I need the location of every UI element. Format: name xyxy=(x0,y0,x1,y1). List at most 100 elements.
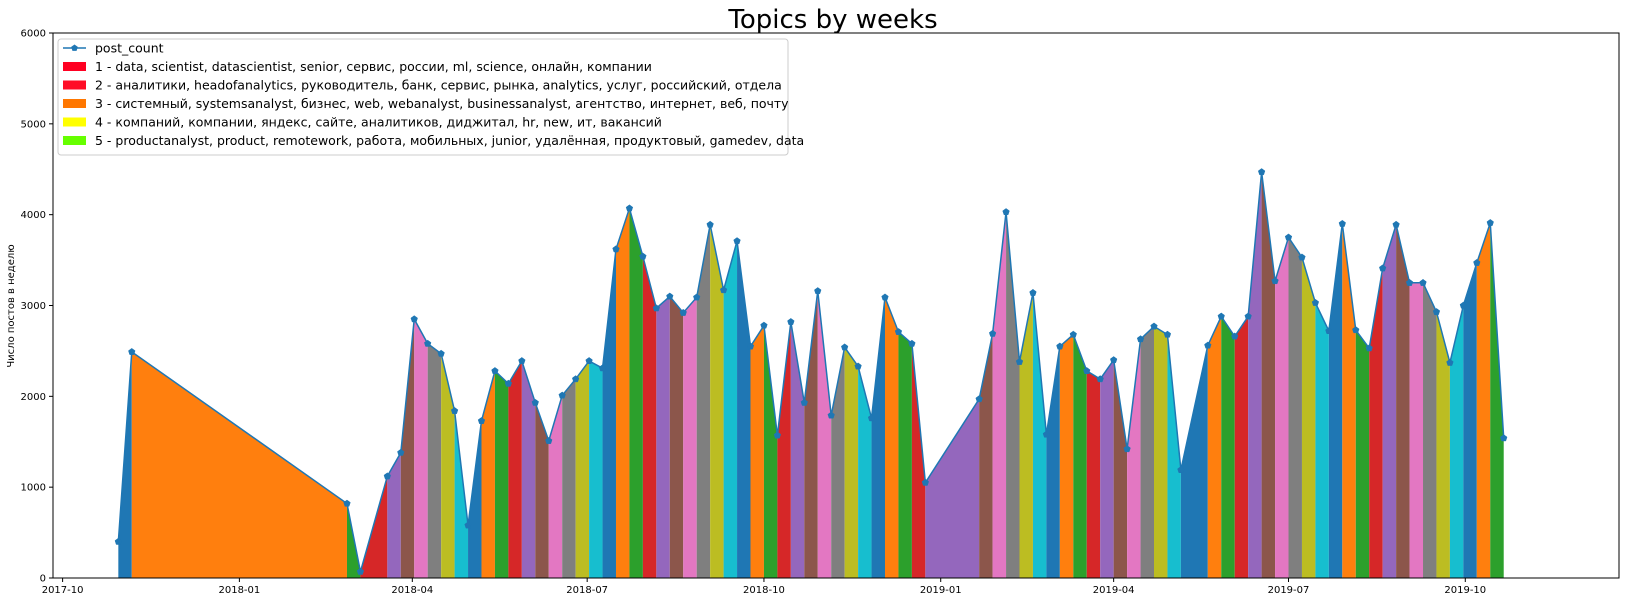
legend-swatch xyxy=(63,80,86,90)
topic-area-segment xyxy=(454,410,469,578)
legend-swatch xyxy=(63,136,86,145)
topic-area-segment xyxy=(884,297,899,578)
topic-area-segment xyxy=(777,321,791,578)
data-point xyxy=(477,417,486,424)
topic-area-segment xyxy=(1059,334,1074,578)
data-point xyxy=(585,357,593,364)
topic-area-segment xyxy=(508,360,522,578)
data-point xyxy=(773,431,782,439)
topic-area-segment xyxy=(804,290,818,578)
data-point xyxy=(1486,219,1494,226)
data-point xyxy=(1284,233,1293,241)
topic-area-segment xyxy=(979,333,993,578)
topic-area-segment xyxy=(1342,223,1356,578)
x-tick-label: 2018-10 xyxy=(743,585,785,596)
data-point xyxy=(1110,356,1118,364)
legend-label: post_count xyxy=(95,41,164,56)
data-point xyxy=(114,537,122,545)
data-point xyxy=(1352,326,1360,334)
data-point xyxy=(1204,341,1212,349)
y-axis-label: Число постов в неделю xyxy=(6,244,17,367)
data-point xyxy=(1083,367,1091,374)
topic-area-segment xyxy=(1490,222,1504,578)
topic-area-segment xyxy=(1248,171,1262,578)
topic-area-segment xyxy=(615,208,630,578)
data-point xyxy=(1500,434,1508,442)
data-point xyxy=(1271,277,1279,285)
topic-area-segment xyxy=(858,366,872,578)
legend-box xyxy=(57,38,789,156)
topic-area-segment xyxy=(710,224,724,579)
data-point xyxy=(693,293,701,301)
data-point xyxy=(719,286,728,294)
data-point xyxy=(746,342,755,350)
data-point xyxy=(881,293,889,301)
x-tick-label: 2018-01 xyxy=(218,585,260,596)
x-tick-label: 2019-04 xyxy=(1093,585,1135,596)
data-point xyxy=(1257,168,1266,176)
topic-area-segment xyxy=(400,319,415,578)
data-point xyxy=(1136,335,1145,343)
x-tick-label: 2018-07 xyxy=(566,585,608,596)
topic-area-segment xyxy=(656,296,670,578)
topic-area-segment xyxy=(844,347,859,578)
data-point xyxy=(1217,312,1225,320)
topic-area-segment xyxy=(898,331,912,578)
chart-title: Topics by weeks xyxy=(727,5,937,35)
topic-area-segment xyxy=(575,360,590,578)
data-point xyxy=(343,499,351,507)
data-point xyxy=(424,339,432,347)
data-point xyxy=(1042,430,1051,438)
y-tick-label: 4000 xyxy=(21,210,46,221)
topic-area-segment xyxy=(1113,360,1128,578)
topic-area-segment xyxy=(481,370,495,578)
x-tick-label: 2017-10 xyxy=(42,585,84,596)
topic-area-segment xyxy=(1382,224,1397,579)
topic-area-segment xyxy=(925,399,980,578)
topic-area-segment xyxy=(723,241,738,578)
data-point xyxy=(760,321,768,329)
data-point xyxy=(827,411,835,419)
data-point xyxy=(450,407,459,414)
topic-area-segment xyxy=(1315,302,1329,578)
data-point xyxy=(1419,278,1427,286)
data-point xyxy=(437,349,445,357)
data-point xyxy=(1123,445,1131,453)
legend-label: 3 - системный, systemsanalyst, бизнес, w… xyxy=(95,96,789,111)
data-point xyxy=(1244,312,1252,320)
topic-area-segment xyxy=(562,379,576,578)
post-count-series xyxy=(114,168,1508,575)
data-point xyxy=(666,292,674,300)
topic-area-segment xyxy=(1221,316,1235,578)
legend-swatch xyxy=(63,99,86,108)
data-point xyxy=(1311,298,1320,306)
topic-area-segment xyxy=(535,402,549,578)
data-point xyxy=(545,437,553,444)
topic-area-segment xyxy=(1207,316,1222,578)
topic-area-segment xyxy=(131,351,347,578)
data-point xyxy=(1069,330,1077,338)
data-point xyxy=(787,318,795,325)
data-point xyxy=(867,414,876,422)
y-tick-label: 2000 xyxy=(21,392,46,403)
legend-label: 4 - компаний, компании, яндекс, сайте, а… xyxy=(95,115,662,130)
legend-swatch xyxy=(63,117,86,127)
topic-area-segment xyxy=(414,319,428,578)
data-point xyxy=(1325,327,1333,335)
data-point xyxy=(1379,264,1387,272)
topic-area-segment xyxy=(1261,171,1276,578)
data-point xyxy=(504,379,513,387)
topic-area-segment xyxy=(629,208,643,578)
data-point xyxy=(464,521,472,529)
topic-area-segment xyxy=(387,452,401,578)
x-axis: 2017-10 2018-01 2018-04 2018-07 2018-10 2019-… xyxy=(42,578,1486,596)
topic-area-segment xyxy=(1288,237,1302,578)
topic-area-segment xyxy=(1463,262,1477,578)
topic-area-segment xyxy=(1140,326,1155,578)
topic-area-segment xyxy=(1355,330,1370,578)
topic-area-segment xyxy=(1032,292,1047,578)
topic-area-segment xyxy=(750,325,764,578)
data-point xyxy=(1365,344,1373,352)
topic-area-segment xyxy=(589,360,603,578)
